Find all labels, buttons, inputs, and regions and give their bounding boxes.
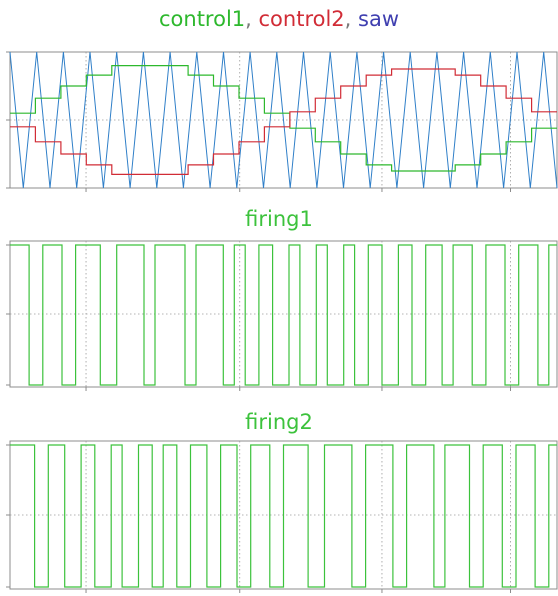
title-part-control2: control2 xyxy=(258,7,345,31)
chart-title-control: control1, control2, saw xyxy=(0,6,558,32)
chart-title-firing2: firing2 xyxy=(245,410,313,434)
title-part-comma-1: , xyxy=(245,7,259,31)
title-part-comma-2: , xyxy=(344,7,359,31)
title-part-saw: saw xyxy=(358,7,400,31)
series-firing2 xyxy=(10,444,557,588)
panel-firing1 xyxy=(6,240,558,391)
series-control2 xyxy=(10,68,557,175)
chart-title-firing1: firing1 xyxy=(245,207,313,231)
series-firing1 xyxy=(10,244,557,386)
panel-firing2 xyxy=(6,440,558,593)
panel-control-saw xyxy=(6,51,558,192)
title-part-control1: control1 xyxy=(158,7,246,31)
